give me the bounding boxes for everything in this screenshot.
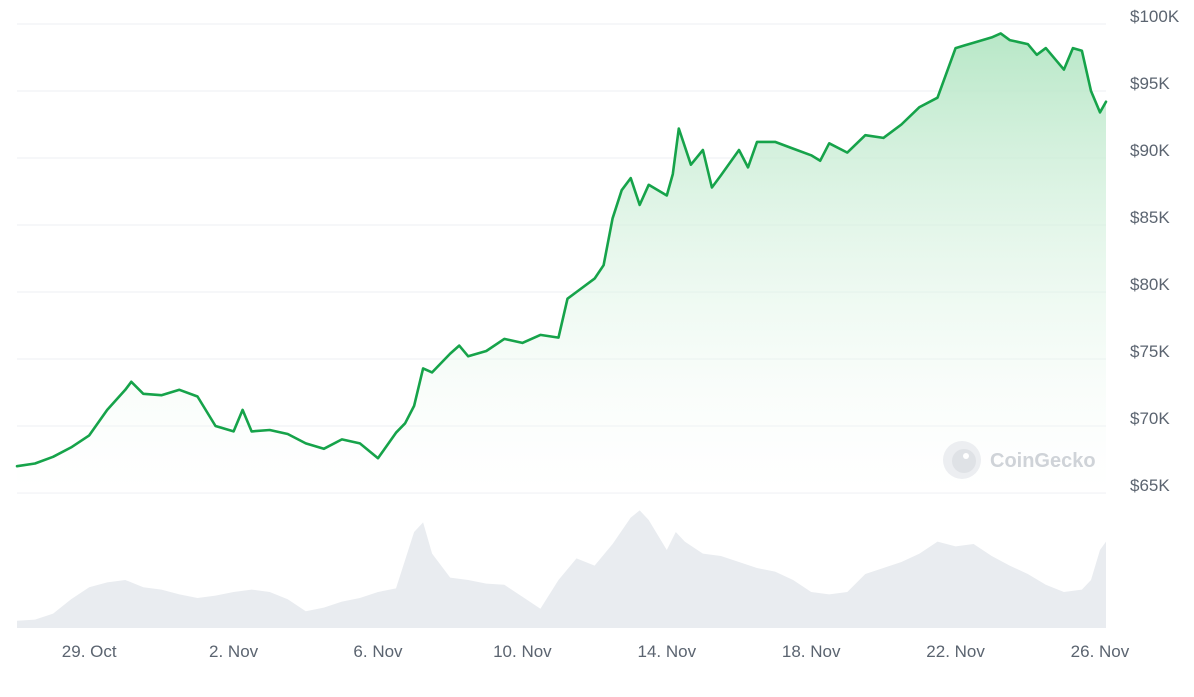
x-tick-label: 2. Nov	[209, 642, 259, 661]
y-tick-label: $75K	[1130, 342, 1170, 361]
x-tick-label: 6. Nov	[353, 642, 403, 661]
price-area	[17, 33, 1106, 494]
price-line	[15, 32, 1108, 468]
x-tick-label: 14. Nov	[637, 642, 696, 661]
coingecko-watermark: CoinGecko	[943, 441, 1096, 479]
x-tick-label: 18. Nov	[782, 642, 841, 661]
x-tick-label: 26. Nov	[1071, 642, 1130, 661]
y-tick-label: $90K	[1130, 141, 1170, 160]
y-tick-label: $95K	[1130, 74, 1170, 93]
x-tick-label: 29. Oct	[62, 642, 117, 661]
volume-area-path	[17, 510, 1106, 628]
x-tick-label: 10. Nov	[493, 642, 552, 661]
gecko-logo-inner	[952, 449, 976, 473]
y-tick-label: $65K	[1130, 476, 1170, 495]
y-tick-label: $70K	[1130, 409, 1170, 428]
price-area-path	[17, 33, 1106, 494]
x-tick-label: 22. Nov	[926, 642, 985, 661]
y-tick-label: $100K	[1130, 7, 1180, 26]
y-tick-label: $85K	[1130, 208, 1170, 227]
volume-area	[17, 510, 1106, 628]
y-tick-label: $80K	[1130, 275, 1170, 294]
y-axis-ticks: $65K $70K $75K $80K $85K $90K $95K $100K	[1130, 7, 1180, 495]
watermark-text: CoinGecko	[990, 450, 1096, 472]
gecko-logo-eye	[963, 453, 969, 459]
x-axis-ticks: 29. Oct 2. Nov 6. Nov 10. Nov 14. Nov 18. Nov…	[62, 642, 1130, 661]
